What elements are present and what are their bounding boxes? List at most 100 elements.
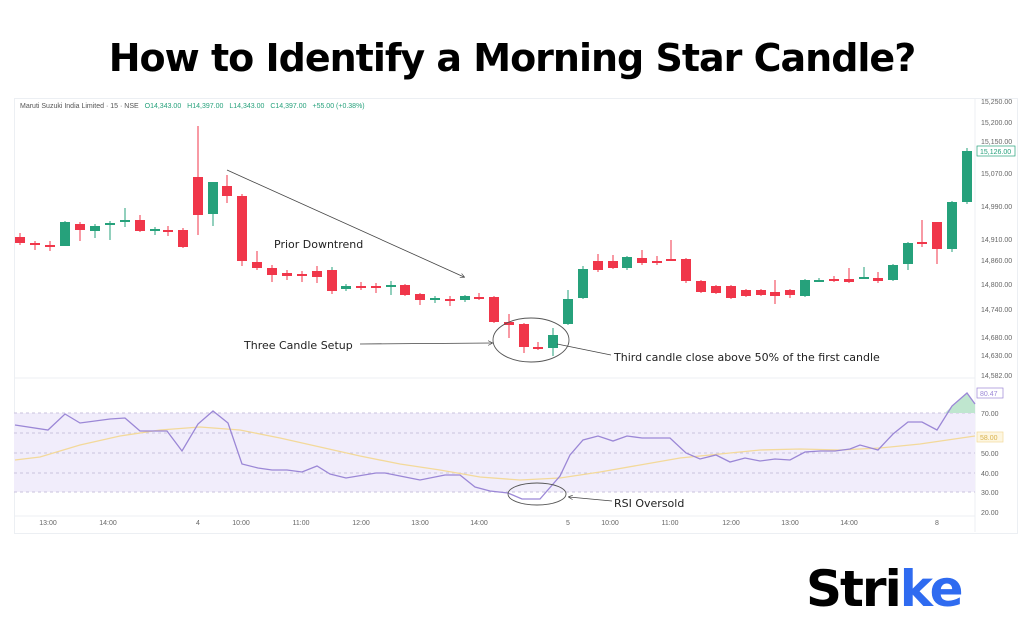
time-tick-label: 4	[196, 520, 200, 527]
candle-body	[844, 279, 854, 282]
candle-body	[356, 286, 366, 288]
candle-body	[341, 286, 351, 289]
candle-body	[637, 258, 647, 263]
candle-body	[873, 278, 883, 281]
time-tick-label: 10:00	[232, 520, 250, 527]
candle-body	[903, 243, 913, 264]
price-tick-label: 14,910.00	[981, 237, 1012, 244]
symbol-legend: Maruti Suzuki India Limited · 15 · NSE O…	[20, 103, 365, 110]
high-value: H14,397.00	[187, 103, 224, 110]
candle-body	[962, 151, 972, 202]
time-tick-label: 5	[566, 520, 570, 527]
candle-body	[312, 271, 322, 277]
candle-body	[785, 290, 795, 295]
setup-circle	[492, 317, 570, 363]
rsi-tick-label: 50.00	[981, 451, 999, 458]
candle-body	[400, 285, 410, 295]
rsi-tick-label: 30.00	[981, 490, 999, 497]
candle-body	[460, 296, 470, 300]
time-tick-label: 13:00	[411, 520, 429, 527]
price-tick-label: 15,200.00	[981, 120, 1012, 127]
change-value: +55.00 (+0.38%)	[312, 103, 365, 110]
candle-body	[163, 230, 173, 232]
time-tick-label: 12:00	[722, 520, 740, 527]
price-tick-label: 14,990.00	[981, 204, 1012, 211]
prior-downtrend-label: Prior Downtrend	[274, 238, 363, 251]
candle-body	[489, 297, 499, 322]
candle-body	[178, 230, 188, 247]
candle-body	[666, 259, 676, 261]
time-tick-label: 12:00	[352, 520, 370, 527]
last-price-label: 15,126.00	[980, 149, 1011, 156]
candle-body	[800, 280, 810, 296]
price-tick-label: 14,740.00	[981, 307, 1012, 314]
rsi-oversold-arrow	[569, 497, 613, 502]
time-tick-label: 8	[935, 520, 939, 527]
open-value: O14,343.00	[144, 103, 182, 110]
candle-body	[90, 226, 100, 231]
price-tick-label: 15,250.00	[981, 99, 1012, 106]
candle-body	[711, 286, 721, 293]
candle-body	[578, 269, 588, 298]
candle-body	[814, 280, 824, 282]
candle-body	[15, 237, 25, 243]
candle-body	[859, 277, 869, 279]
candle-body	[932, 222, 942, 249]
candle-body	[829, 279, 839, 281]
price-tick-label: 14,860.00	[981, 258, 1012, 265]
logo-text-main: Stri	[806, 560, 902, 618]
page-title: How to Identify a Morning Star Candle?	[108, 36, 917, 80]
candle-body	[622, 257, 632, 268]
candle-body	[593, 261, 603, 270]
candle-body	[386, 285, 396, 287]
strike-logo: Strike	[806, 560, 964, 618]
downtrend-arrow	[226, 169, 464, 277]
candle-body	[696, 281, 706, 292]
time-tick-label: 14:00	[840, 520, 858, 527]
rsi-value-box	[976, 431, 1004, 443]
candle-body	[135, 220, 145, 231]
candle-body	[504, 322, 514, 325]
time-tick-label: 10:00	[601, 520, 619, 527]
rsi-oversold-label: RSI Oversold	[614, 497, 684, 510]
time-tick-label: 14:00	[99, 520, 117, 527]
candle-body	[30, 243, 40, 245]
symbol-name: Maruti Suzuki India Limited · 15 · NSE	[20, 103, 139, 110]
candle-body	[681, 259, 691, 281]
candle-body	[75, 224, 85, 230]
rsi-oversold-circle	[507, 482, 567, 506]
candle-body	[327, 270, 337, 291]
rsi-tick-label: 70.00	[981, 411, 999, 418]
candle-body	[105, 223, 115, 225]
logo-text-accent: ke	[899, 560, 964, 618]
rsi-tick-label: 40.00	[981, 471, 999, 478]
candle-body	[193, 177, 203, 215]
candle-body	[267, 268, 277, 275]
candle-body	[430, 298, 440, 300]
three-candle-setup-label: Three Candle Setup	[243, 339, 353, 352]
rsi-value-label: 58.00	[980, 435, 998, 442]
price-tick-label: 14,582.00	[981, 373, 1012, 380]
last-price-box	[976, 145, 1016, 157]
rsi-tick-label: 20.00	[981, 510, 999, 517]
candle-body	[282, 273, 292, 276]
candle-body	[415, 294, 425, 300]
candle-body	[474, 297, 484, 299]
candle-body	[297, 274, 307, 276]
time-tick-label: 11:00	[293, 520, 310, 527]
price-tick-label: 14,630.00	[981, 353, 1012, 360]
candle-body	[726, 286, 736, 298]
time-tick-label: 13:00	[781, 520, 799, 527]
rsi-value-box	[976, 387, 1004, 399]
candle-body	[652, 261, 662, 263]
candle-body	[888, 265, 898, 280]
third-candle-label: Third candle close above 50% of the firs…	[613, 351, 880, 364]
rsi-value-label: 80.47	[980, 391, 998, 398]
candle-body	[150, 229, 160, 231]
close-value: C14,397.00	[270, 103, 307, 110]
candle-body	[563, 299, 573, 324]
low-value: L14,343.00	[229, 103, 265, 110]
rsi-line	[14, 392, 976, 500]
candle-body	[548, 335, 558, 348]
